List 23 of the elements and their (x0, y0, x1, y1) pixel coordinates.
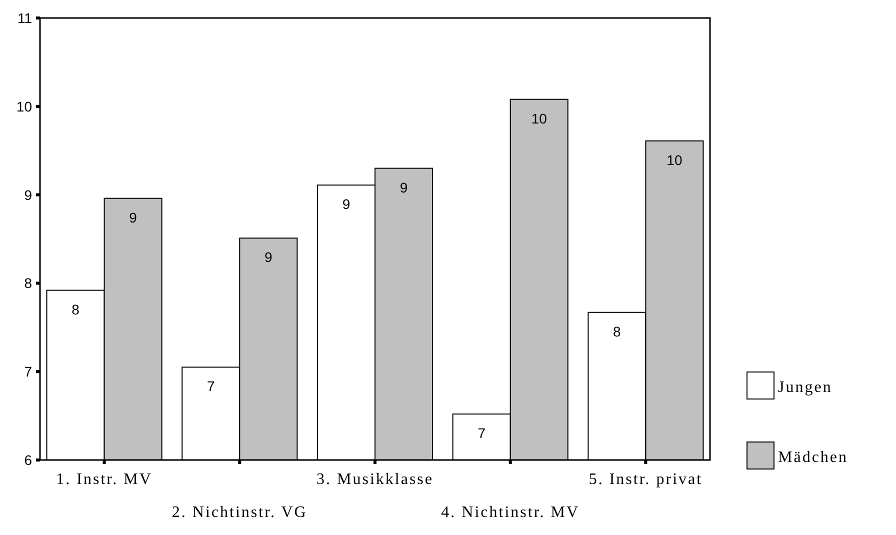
data-label: 9 (129, 209, 138, 226)
x-tick-label: 2. Nichtinstr. VG (172, 504, 308, 521)
x-tick-label: 1. Instr. MV (56, 471, 152, 488)
data-label: 8 (72, 301, 80, 318)
y-tick-label: 10 (16, 98, 32, 114)
data-label: 9 (400, 179, 408, 196)
data-label: 10 (531, 110, 548, 126)
data-label: 10 (666, 152, 682, 168)
data-label: 9 (264, 249, 273, 266)
data-label: 8 (613, 323, 622, 340)
data-label: 9 (342, 196, 350, 212)
data-label: 7 (478, 425, 486, 442)
y-tick-label: 11 (17, 10, 32, 26)
y-tick-label: 7 (24, 364, 32, 380)
x-tick-label: 4. Nichtinstr. MV (441, 504, 580, 521)
y-tick-label: 9 (24, 186, 32, 203)
x-tick-label: 3. Musikklasse (316, 471, 434, 488)
x-tick-label: 5. Instr. privat (588, 471, 703, 488)
legend-label: Jungen (778, 379, 832, 396)
y-tick-label: 6 (24, 452, 32, 468)
y-tick-label: 8 (24, 275, 32, 292)
data-label: 7 (206, 378, 215, 394)
legend-label: Mädchen (778, 449, 848, 466)
